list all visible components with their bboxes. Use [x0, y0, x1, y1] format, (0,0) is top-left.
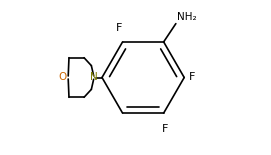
Text: O: O — [58, 73, 66, 82]
Text: NH₂: NH₂ — [177, 12, 196, 22]
Text: F: F — [189, 73, 195, 82]
Text: F: F — [116, 23, 123, 33]
Text: F: F — [162, 124, 168, 134]
Text: N: N — [90, 73, 98, 82]
